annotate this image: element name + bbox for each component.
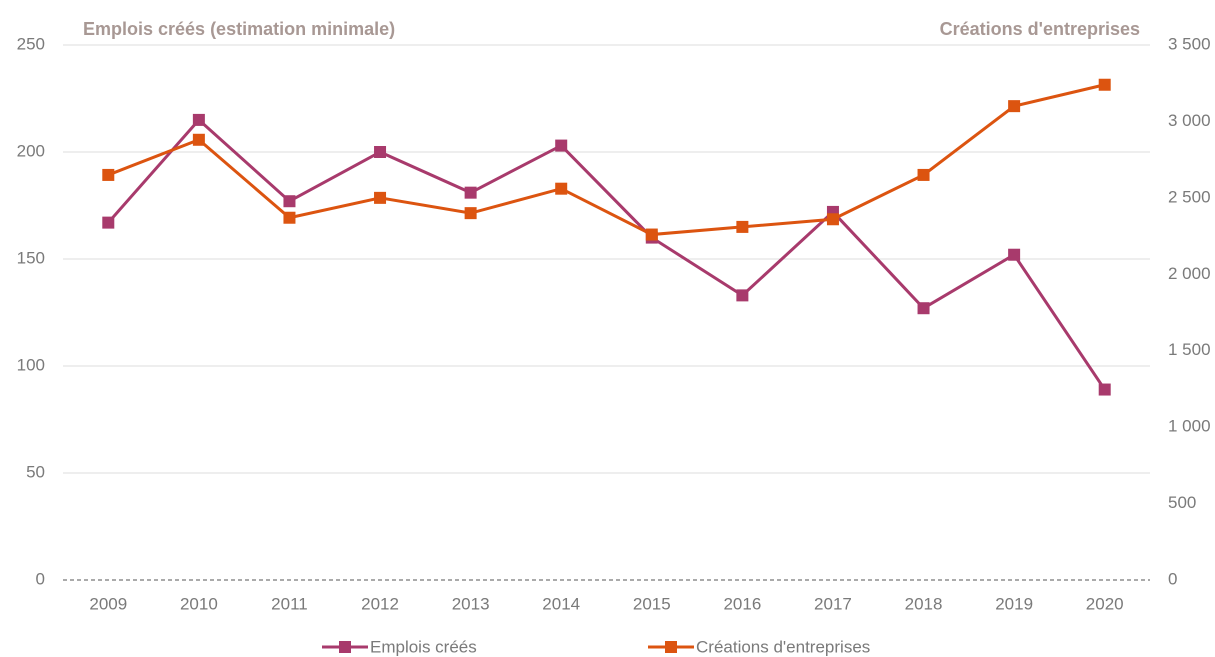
point-marker — [464, 186, 477, 199]
x-tick-label: 2016 — [723, 594, 761, 613]
x-tick-label: 2015 — [633, 594, 671, 613]
y-tick-label: 200 — [17, 141, 45, 160]
point-marker — [464, 207, 477, 220]
point-marker — [192, 113, 205, 126]
x-tick-label: 2013 — [452, 594, 490, 613]
y2-tick-label: 1 500 — [1168, 340, 1211, 359]
x-tick-label: 2014 — [542, 594, 580, 613]
y-tick-label: 0 — [36, 569, 45, 588]
x-tick-label: 2012 — [361, 594, 399, 613]
point-marker — [736, 289, 749, 302]
point-marker — [102, 216, 115, 229]
point-marker — [1008, 100, 1021, 113]
y2-tick-label: 0 — [1168, 569, 1177, 588]
point-marker — [555, 139, 568, 152]
point-marker — [374, 146, 387, 158]
legend-marker — [665, 641, 677, 653]
point-marker — [374, 191, 387, 204]
point-marker — [555, 182, 568, 195]
legend-label: Emplois créés — [370, 637, 477, 656]
x-tick-label: 2019 — [995, 594, 1033, 613]
series-line — [107, 83, 1106, 237]
right-axis-title: Créations d'entreprises — [940, 19, 1140, 39]
y2-tick-label: 2 500 — [1168, 187, 1211, 206]
point-marker — [192, 133, 205, 146]
point-marker — [826, 213, 839, 226]
y2-tick-label: 3 500 — [1168, 34, 1211, 53]
y-tick-label: 250 — [17, 34, 45, 53]
point-marker — [917, 168, 930, 181]
legend-marker — [339, 641, 351, 653]
y2-tick-label: 2 000 — [1168, 264, 1211, 283]
point-marker — [917, 302, 930, 315]
x-tick-label: 2010 — [180, 594, 218, 613]
x-tick-label: 2017 — [814, 594, 852, 613]
y-tick-label: 50 — [26, 462, 45, 481]
point-marker — [283, 195, 296, 208]
point-marker — [736, 220, 749, 233]
point-marker — [1098, 78, 1111, 91]
point-marker — [1008, 248, 1021, 261]
y2-tick-label: 1 000 — [1168, 417, 1211, 436]
point-marker — [1098, 383, 1111, 396]
series-line — [107, 117, 1106, 391]
y-tick-label: 150 — [17, 248, 45, 267]
y2-tick-label: 3 000 — [1168, 111, 1211, 130]
legend-label: Créations d'entreprises — [696, 637, 870, 656]
point-marker — [102, 168, 115, 181]
y-tick-label: 100 — [17, 355, 45, 374]
y2-tick-label: 500 — [1168, 493, 1196, 512]
point-marker — [645, 228, 658, 241]
x-tick-label: 2009 — [89, 594, 127, 613]
left-axis-title: Emplois créés (estimation minimale) — [83, 19, 395, 39]
x-tick-label: 2011 — [271, 594, 308, 613]
point-marker — [283, 211, 296, 224]
x-tick-label: 2020 — [1086, 594, 1124, 613]
x-tick-label: 2018 — [905, 594, 943, 613]
